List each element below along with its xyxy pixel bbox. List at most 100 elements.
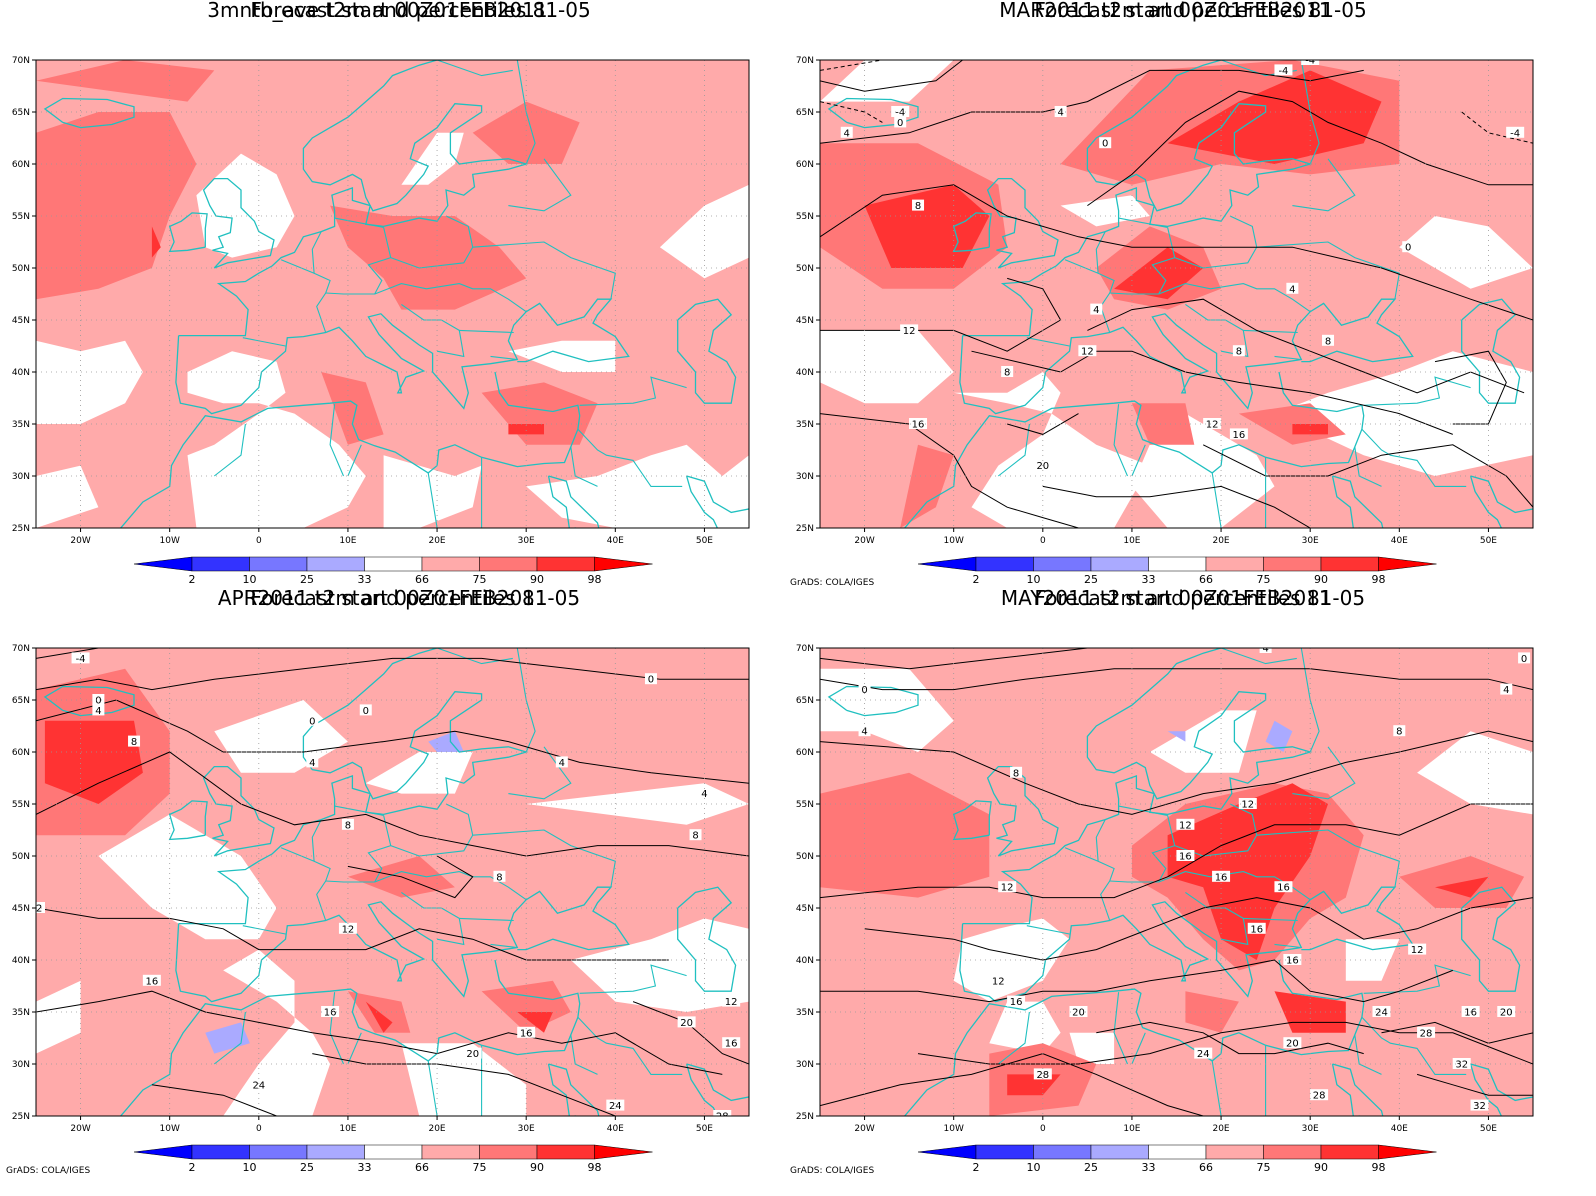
shading-90-98: [1435, 876, 1489, 898]
border-line: [1095, 819, 1106, 862]
shading-75-90: [1399, 856, 1525, 908]
contour-label-bg: [1461, 1006, 1480, 1017]
colorbar-swatch: [975, 556, 1034, 572]
colorbar-arrow-right: [594, 1144, 653, 1160]
contour-label: 8: [1013, 768, 1019, 779]
lat-label: 65N: [796, 108, 814, 118]
shading-75-90: [285, 205, 527, 310]
colorbar: 2 10 25 33 66 75 90 98: [133, 556, 653, 586]
contour-label-bg: [306, 756, 319, 768]
contour-line: [820, 730, 1533, 815]
border-line: [997, 1011, 1030, 1065]
contour-line: [1416, 1073, 1533, 1096]
border-line: [242, 337, 286, 347]
lon-label: 10W: [944, 536, 964, 546]
lat-label: 30N: [12, 1060, 30, 1070]
map-may: 0044488121212121616161616162020242428282…: [796, 644, 1534, 1174]
shading-below-66: [401, 1043, 527, 1116]
lon-label: 40E: [1391, 1124, 1408, 1134]
contour-label-bg: [894, 116, 907, 128]
colorbar-label: 75: [473, 1161, 487, 1174]
contour-label-bg: [722, 1037, 741, 1049]
lon-label: 0: [1040, 1124, 1046, 1134]
lon-label: 50E: [1480, 536, 1497, 546]
lat-label: 55N: [796, 800, 814, 810]
border-line: [516, 648, 536, 753]
contour-label-bg: [1301, 60, 1320, 65]
contour-line-negative: [1461, 111, 1533, 144]
colorbar-arrow-right: [1378, 556, 1437, 572]
contour-label-bg: [321, 1006, 340, 1017]
lon-label: 20W: [70, 1124, 90, 1134]
lon-label: 0: [256, 1124, 262, 1134]
contour-label: 20: [1286, 1039, 1299, 1050]
contour-label: 4: [1289, 284, 1295, 295]
contour-label-bg: [142, 974, 161, 986]
border-line: [1026, 925, 1070, 935]
shading-below-66: [659, 184, 749, 279]
panel-subtitle: Forecast start 00Z01FEB2011: [1034, 0, 1332, 22]
colorbar-label: 98: [1372, 1161, 1386, 1174]
coastline: [685, 475, 749, 528]
panel-subtitle: Forecast start 00Z01FEB2011: [1034, 586, 1332, 610]
colorbar-label: 75: [1257, 1161, 1271, 1174]
coastline: [178, 60, 529, 337]
panel-title: MAY2011 t2m and percentiles 81-05: [1000, 586, 1366, 610]
colorbar-label: 90: [1314, 573, 1328, 586]
colorbar: 2 10 25 33 66 75 90 98: [917, 1144, 1437, 1174]
colorbar-swatch: [191, 556, 250, 572]
contour-label: 16: [1010, 997, 1023, 1008]
lat-label: 35N: [796, 1008, 814, 1018]
coastline: [986, 177, 1059, 269]
contour-label: -4: [1305, 56, 1315, 67]
border-line: [347, 1032, 362, 1065]
border-line: [347, 444, 362, 477]
contour-line: [1434, 350, 1507, 425]
contour-label-bg: [858, 683, 871, 695]
shading-90-98: [44, 720, 143, 804]
lon-label: 10E: [339, 536, 356, 546]
contour-label: 8: [131, 737, 137, 748]
lat-label: 55N: [796, 212, 814, 222]
border-line: [401, 303, 465, 358]
coastline: [903, 371, 1365, 528]
coastline: [175, 886, 630, 1003]
colorbar-arrow-left: [133, 556, 193, 572]
colorbar-swatch: [421, 1144, 480, 1160]
colorbar-label: 90: [530, 573, 544, 586]
contour-label-bg: [128, 735, 141, 747]
contour-label-bg: [249, 1078, 268, 1090]
contour-label-bg: [858, 725, 871, 737]
contour-line: [820, 959, 1453, 1003]
border-line: [242, 925, 286, 935]
shading-25-33: [205, 1022, 250, 1054]
border-line: [1113, 404, 1129, 477]
contour-label: -4: [1278, 66, 1288, 77]
lon-label: 20W: [854, 1124, 874, 1134]
colorbar-arrow-left: [917, 1144, 977, 1160]
border-line: [516, 60, 536, 165]
contour-label-bg: [1099, 137, 1112, 149]
lat-label: 50N: [796, 852, 814, 862]
grads-credit: GrADS: COLA/IGES: [6, 1166, 91, 1176]
colorbar-swatch: [1148, 556, 1207, 572]
contour-label-bg: [1069, 1006, 1088, 1017]
colorbar-label: 33: [358, 573, 372, 586]
contour-label-bg: [1310, 1089, 1329, 1101]
lat-label: 40N: [12, 368, 30, 378]
contour-line: [820, 668, 1533, 691]
shading-below-66: [1345, 939, 1400, 981]
contour-label: 4: [701, 789, 707, 800]
contour-line: [917, 1021, 1533, 1065]
border-line: [1211, 472, 1222, 528]
panel-3mnth: 3mnth_ave t2m and percentiles 81-05 Fore…: [0, 0, 798, 598]
lat-label: 50N: [12, 264, 30, 274]
border-line: [280, 259, 331, 333]
coastline: [952, 212, 992, 253]
panel-subtitle: Forecast start 00Z01FEB2011: [250, 0, 548, 22]
coastline: [202, 177, 275, 269]
map-frame: 70N 65N 60N 55N 50N 45N 40N 35N 30N 25N 20W 10W 0 10E…: [796, 644, 1534, 1134]
contour-label-bg: [1322, 334, 1335, 346]
colorbar-label: 98: [588, 573, 602, 586]
colorbar-swatch: [249, 556, 308, 572]
